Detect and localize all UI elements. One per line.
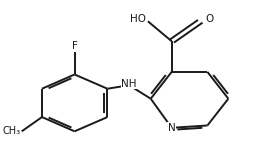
Text: NH: NH bbox=[121, 79, 137, 89]
Text: N: N bbox=[168, 123, 176, 133]
Text: F: F bbox=[72, 41, 77, 51]
Text: HO: HO bbox=[130, 14, 146, 24]
Text: O: O bbox=[205, 14, 213, 24]
Text: CH₃: CH₃ bbox=[3, 126, 21, 136]
